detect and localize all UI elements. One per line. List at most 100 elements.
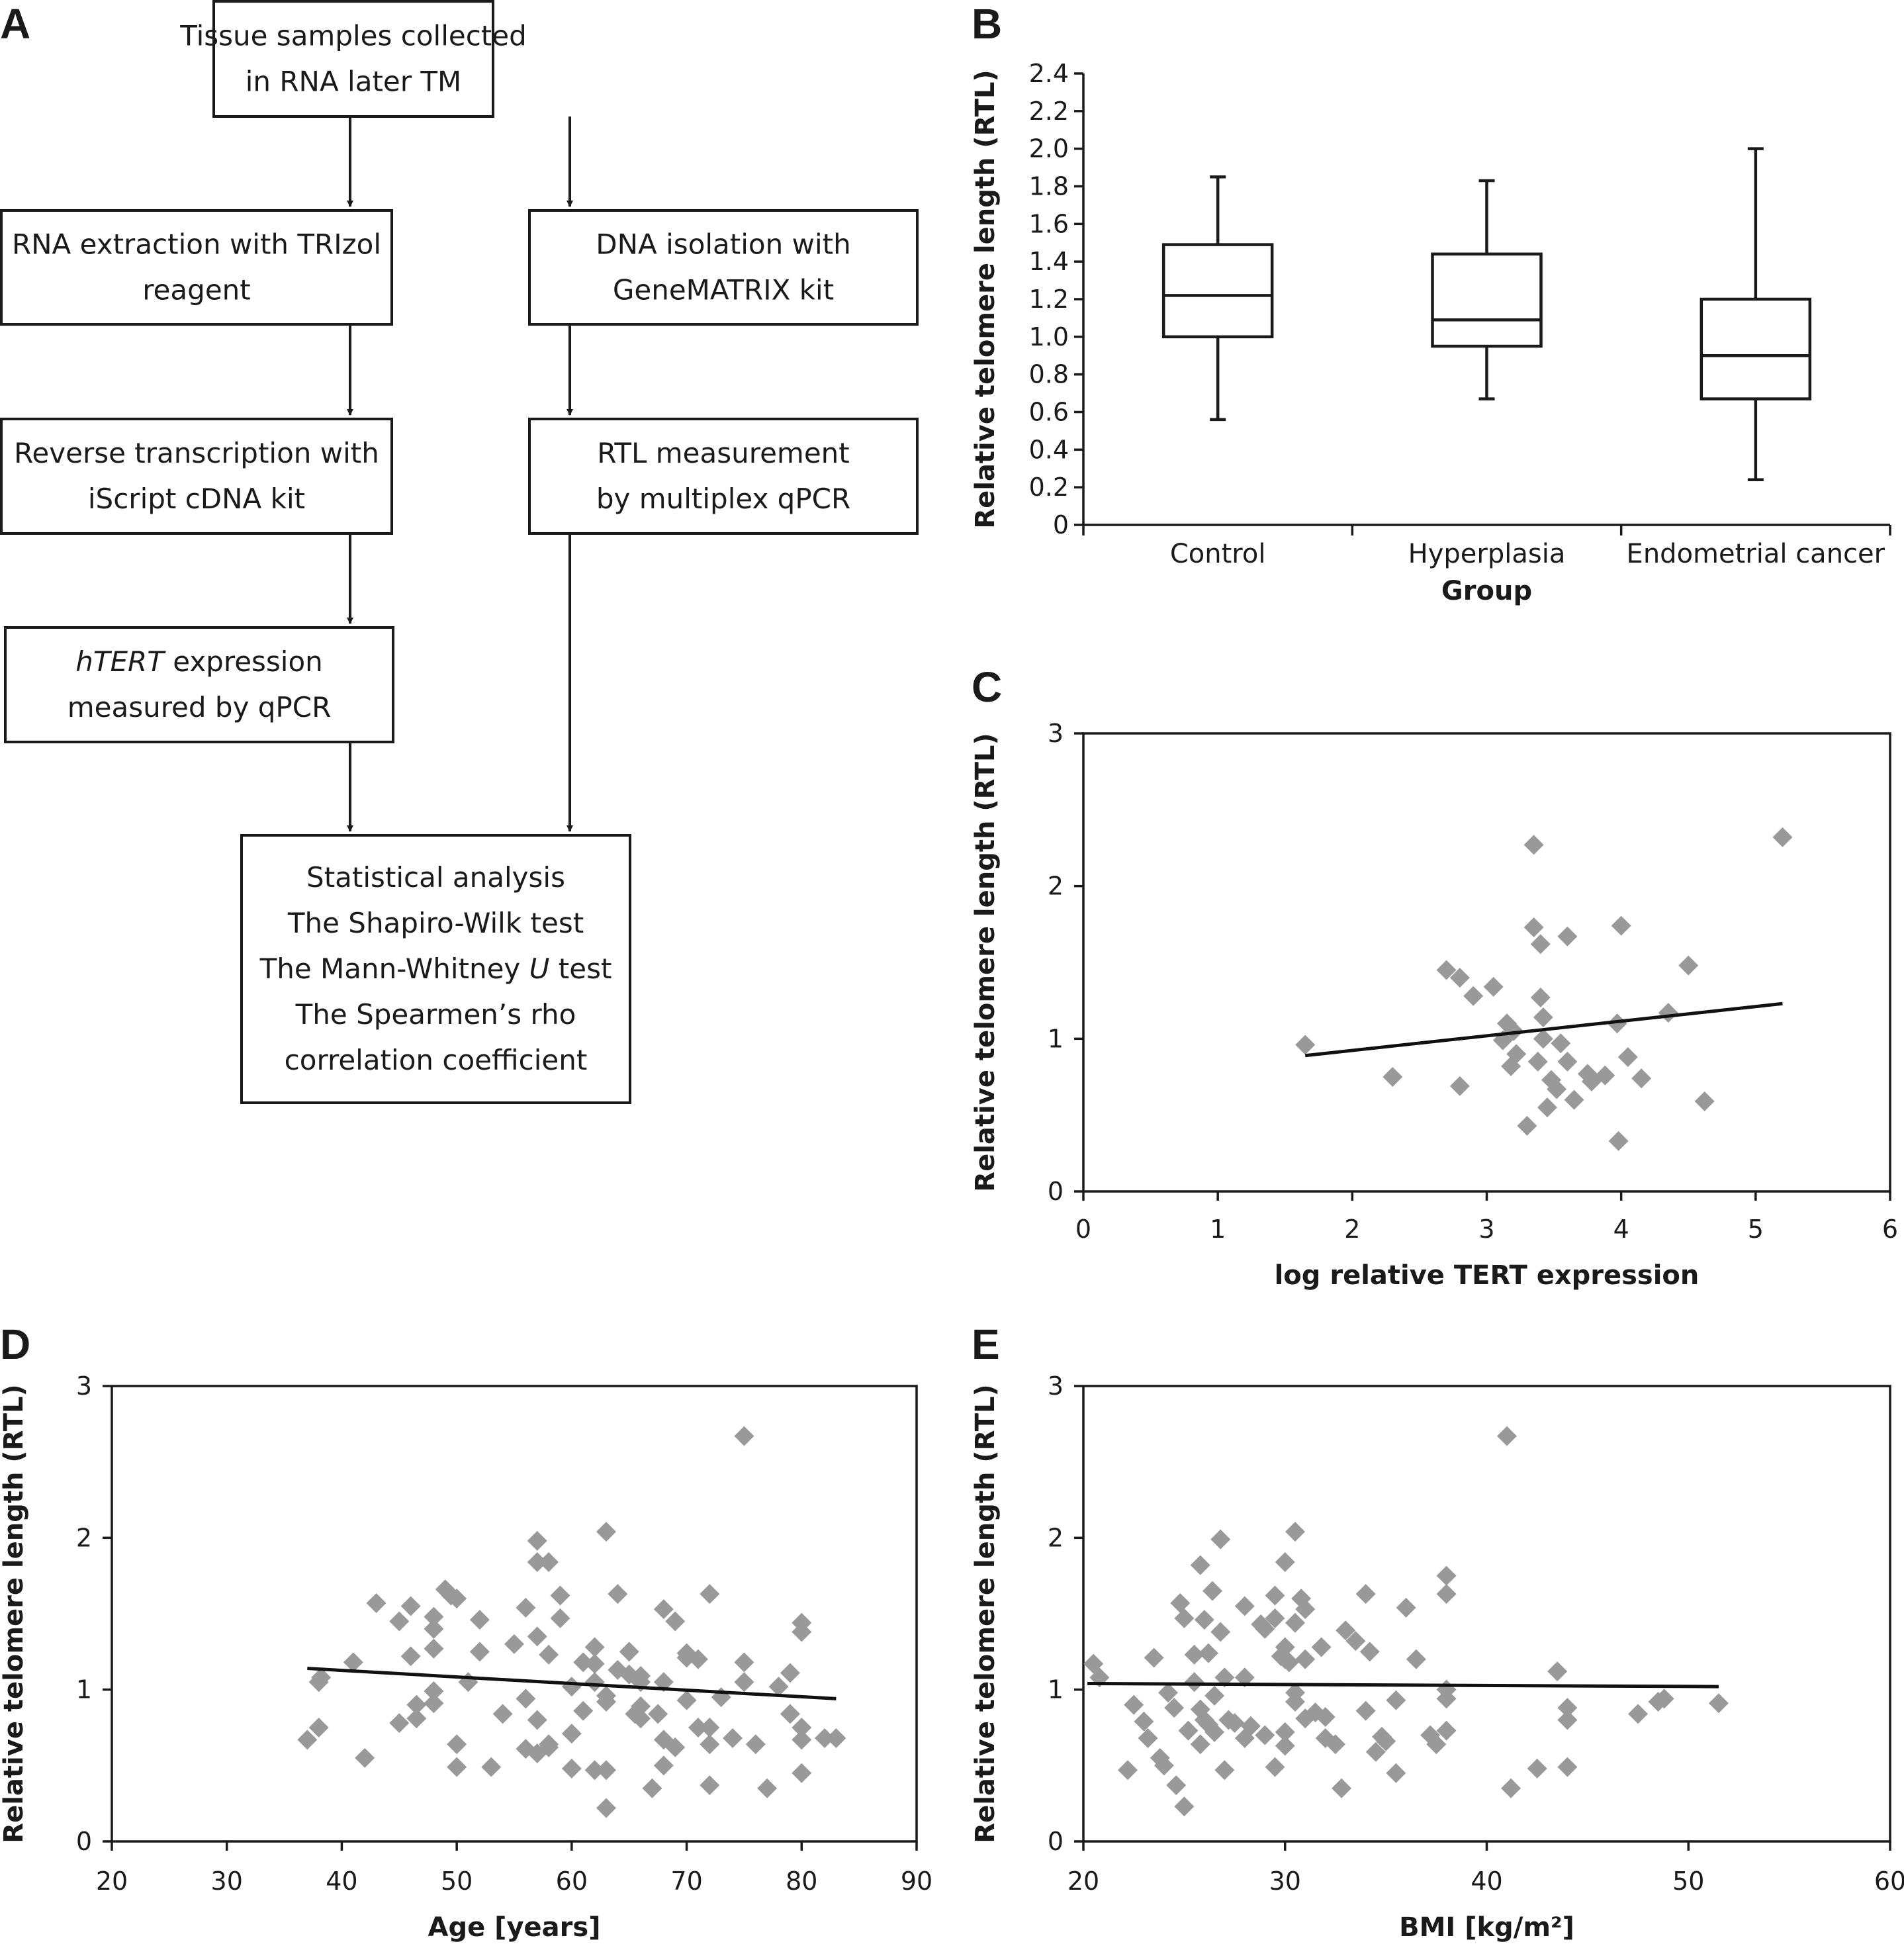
scatter-point bbox=[1533, 1029, 1553, 1049]
x-tick-label: 5 bbox=[1748, 1215, 1764, 1244]
scatter-point bbox=[1708, 1693, 1729, 1714]
box-plot bbox=[1700, 147, 1812, 482]
scatter-point bbox=[424, 1681, 444, 1701]
y-tick-label: 3 bbox=[1048, 719, 1064, 748]
scatter-point bbox=[745, 1734, 766, 1755]
scatter-point bbox=[1436, 1584, 1457, 1604]
y-tick-label: 0 bbox=[76, 1827, 92, 1856]
scatter-point bbox=[1376, 1731, 1396, 1751]
scatter-point bbox=[1275, 1637, 1295, 1657]
x-tick-label: 20 bbox=[1067, 1867, 1099, 1896]
scatter-point bbox=[1436, 1689, 1457, 1709]
scatter-point bbox=[584, 1637, 605, 1657]
y-axis-title: Relative telomere length (RTL) bbox=[970, 733, 1001, 1191]
scatter-point bbox=[1547, 1661, 1568, 1682]
scatter-point bbox=[1166, 1775, 1187, 1796]
y-axis-title: Relative telomere length (RTL) bbox=[970, 1384, 1001, 1843]
scatter-point bbox=[561, 1677, 582, 1697]
scatter-point bbox=[596, 1692, 616, 1712]
y-tick-label: 2.0 bbox=[1029, 134, 1069, 163]
y-tick-label: 0.4 bbox=[1029, 435, 1069, 464]
scatter-point bbox=[734, 1426, 754, 1446]
box-plot bbox=[1161, 175, 1274, 422]
scatter-point bbox=[1214, 1760, 1235, 1781]
scatter-point bbox=[1365, 1741, 1386, 1762]
panel-letter-a: A bbox=[0, 0, 30, 48]
flow-node-box bbox=[528, 209, 919, 326]
scatter-point bbox=[1178, 1720, 1199, 1741]
x-tick-label: 50 bbox=[1672, 1867, 1704, 1896]
scatter-point bbox=[308, 1718, 329, 1738]
scatter-point bbox=[1654, 1689, 1674, 1709]
flow-node-box bbox=[0, 209, 393, 326]
scatter-point bbox=[550, 1585, 570, 1606]
boxplot-chart: Relative telomere length (RTL) 0 0.2 0.4 0.6… bbox=[970, 59, 1891, 606]
scatter-point bbox=[1501, 1778, 1521, 1798]
scatter-point bbox=[447, 1589, 467, 1609]
scatter-chart-tert: Relative telomere length (RTL) 0 1 2 3 0 1 2 3 4 5… bbox=[970, 719, 1898, 1291]
scatter-point bbox=[406, 1708, 427, 1729]
scatter-point bbox=[1134, 1711, 1154, 1732]
flow-node: hTERT expression measured by qPCR bbox=[4, 626, 394, 743]
scatter-point bbox=[653, 1755, 674, 1776]
scatter-point bbox=[311, 1667, 332, 1688]
scatter-point bbox=[389, 1713, 410, 1734]
scatter-point bbox=[1436, 960, 1457, 980]
scatter-point bbox=[1463, 986, 1484, 1006]
x-tick-label: 30 bbox=[211, 1867, 243, 1896]
scatter-point bbox=[1174, 1608, 1195, 1628]
x-tick-label: 50 bbox=[441, 1867, 473, 1896]
scatter-point bbox=[596, 1760, 616, 1781]
scatter-point bbox=[596, 1522, 616, 1542]
scatter-point bbox=[584, 1672, 605, 1692]
scatter-point bbox=[1184, 1672, 1204, 1692]
scatter-point bbox=[688, 1718, 708, 1738]
scatter-point bbox=[1527, 1051, 1548, 1072]
scatter-chart-bmi: Relative telomere length (RTL) 0 1 2 3 20 30 40… bbox=[970, 1371, 1904, 1943]
flowchart-arrows bbox=[347, 116, 573, 832]
y-tick-label: 2.2 bbox=[1029, 97, 1069, 126]
box-iqr bbox=[1161, 243, 1274, 339]
trend-line bbox=[1087, 1681, 1719, 1689]
x-tick-label: 40 bbox=[326, 1867, 357, 1896]
trend-line bbox=[1304, 1001, 1783, 1058]
scatter-point bbox=[1506, 1044, 1527, 1064]
scatter-point bbox=[1449, 968, 1470, 988]
scatter-point bbox=[504, 1634, 524, 1654]
scatter-point bbox=[1325, 1734, 1345, 1755]
scatter-point bbox=[1210, 1622, 1231, 1642]
scatter-point bbox=[1204, 1722, 1225, 1742]
scatter-point bbox=[1285, 1692, 1305, 1712]
panel-letter-c: C bbox=[972, 663, 1002, 711]
flow-node-text: Statistical analysis bbox=[306, 861, 565, 894]
x-axis-title: Group bbox=[1441, 576, 1532, 606]
x-tick-label: 60 bbox=[556, 1867, 588, 1896]
scatter-point bbox=[1355, 1700, 1376, 1721]
y-tick-label: 1.0 bbox=[1029, 322, 1069, 351]
scatter-point bbox=[642, 1778, 662, 1798]
scatter-point bbox=[1190, 1555, 1210, 1575]
y-tick-label: 2 bbox=[1048, 1523, 1064, 1552]
scatter-point bbox=[653, 1599, 674, 1620]
scatter-point bbox=[665, 1737, 686, 1757]
scatter-point bbox=[343, 1652, 363, 1673]
x-tick-label: 4 bbox=[1613, 1215, 1629, 1244]
scatter-point bbox=[1396, 1597, 1416, 1618]
scatter-point bbox=[1124, 1694, 1144, 1715]
scatter-point bbox=[1275, 1722, 1295, 1742]
y-tick-label: 1.6 bbox=[1029, 209, 1069, 238]
scatter-point bbox=[561, 1758, 582, 1779]
scatter-points bbox=[1083, 1426, 1729, 1817]
scatter-point bbox=[1184, 1644, 1204, 1665]
x-tick-label: 40 bbox=[1471, 1867, 1502, 1896]
scatter-point bbox=[1345, 1631, 1366, 1651]
flow-node: DNA isolation with GeneMATRIX kit bbox=[528, 209, 919, 326]
scatter-point bbox=[492, 1704, 513, 1724]
scatter-point bbox=[1557, 1710, 1578, 1730]
scatter-point bbox=[1595, 1065, 1615, 1086]
scatter-point bbox=[1164, 1698, 1185, 1718]
scatter-point bbox=[780, 1663, 800, 1683]
scatter-point bbox=[1517, 1115, 1537, 1136]
scatter-point bbox=[1265, 1608, 1285, 1628]
